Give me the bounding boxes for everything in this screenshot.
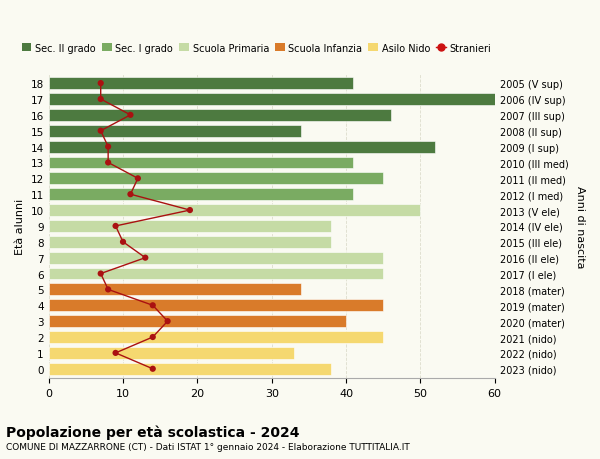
Point bbox=[163, 318, 172, 325]
Bar bbox=[49, 189, 353, 201]
Point bbox=[140, 254, 150, 262]
Point bbox=[148, 334, 158, 341]
Y-axis label: Età alunni: Età alunni bbox=[15, 198, 25, 254]
Bar bbox=[49, 252, 383, 264]
Bar bbox=[49, 300, 383, 312]
Legend: Sec. II grado, Sec. I grado, Scuola Primaria, Scuola Infanzia, Asilo Nido, Stran: Sec. II grado, Sec. I grado, Scuola Prim… bbox=[18, 40, 496, 57]
Point bbox=[96, 128, 106, 135]
Point bbox=[111, 223, 121, 230]
Point bbox=[103, 159, 113, 167]
Bar bbox=[49, 268, 383, 280]
Point bbox=[111, 349, 121, 357]
Bar bbox=[49, 141, 435, 153]
Bar bbox=[49, 284, 301, 296]
Bar bbox=[49, 331, 383, 343]
Point bbox=[148, 365, 158, 373]
Point bbox=[103, 286, 113, 293]
Point bbox=[125, 191, 135, 198]
Point bbox=[185, 207, 195, 214]
Bar bbox=[49, 173, 383, 185]
Text: COMUNE DI MAZZARRONE (CT) - Dati ISTAT 1° gennaio 2024 - Elaborazione TUTTITALIA: COMUNE DI MAZZARRONE (CT) - Dati ISTAT 1… bbox=[6, 442, 410, 451]
Point bbox=[118, 239, 128, 246]
Point bbox=[96, 80, 106, 88]
Bar bbox=[49, 347, 294, 359]
Point bbox=[103, 144, 113, 151]
Point bbox=[96, 96, 106, 103]
Y-axis label: Anni di nascita: Anni di nascita bbox=[575, 185, 585, 268]
Bar bbox=[49, 94, 502, 106]
Point bbox=[133, 175, 143, 183]
Point bbox=[125, 112, 135, 119]
Bar bbox=[49, 236, 331, 248]
Bar bbox=[49, 220, 331, 232]
Bar bbox=[49, 205, 421, 217]
Bar bbox=[49, 157, 353, 169]
Text: Popolazione per età scolastica - 2024: Popolazione per età scolastica - 2024 bbox=[6, 425, 299, 439]
Bar bbox=[49, 125, 301, 137]
Point bbox=[148, 302, 158, 309]
Bar bbox=[49, 363, 331, 375]
Point bbox=[96, 270, 106, 278]
Bar bbox=[49, 78, 353, 90]
Bar bbox=[49, 110, 391, 122]
Bar bbox=[49, 315, 346, 327]
